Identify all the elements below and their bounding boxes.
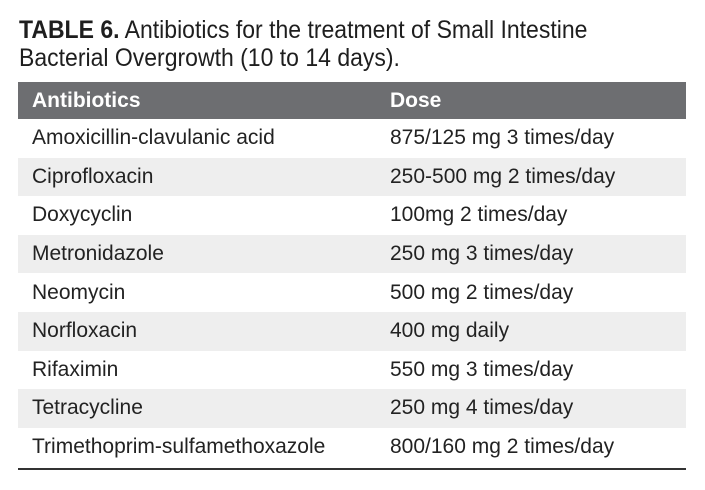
dose-cell: 500 mg 2 times/day: [390, 280, 574, 304]
table-header-row: Antibiotics Dose: [18, 82, 686, 119]
dose-cell: 250-500 mg 2 times/day: [390, 164, 616, 188]
table-row: Doxycyclin 100mg 2 times/day: [18, 196, 686, 235]
table-row: Rifaximin 550 mg 3 times/day: [18, 351, 686, 390]
antibiotic-cell: Trimethoprim-sulfamethoxazole: [32, 435, 326, 459]
antibiotic-cell: Rifaximin: [32, 357, 119, 381]
antibiotic-cell: Tetracycline: [32, 396, 143, 420]
antibiotic-cell: Amoxicillin-clavulanic acid: [32, 126, 275, 150]
dose-cell: 550 mg 3 times/day: [390, 357, 574, 381]
antibiotic-cell: Ciprofloxacin: [32, 164, 154, 188]
dose-cell: 250 mg 4 times/day: [390, 396, 574, 420]
dose-cell: 875/125 mg 3 times/day: [390, 126, 615, 150]
table-number-label: TABLE 6.: [19, 16, 120, 44]
column-header-dose: Dose: [390, 88, 442, 112]
table-row: Tetracycline 250 mg 4 times/day: [18, 389, 686, 428]
table-row: Trimethoprim-sulfamethoxazole 800/160 mg…: [18, 428, 686, 467]
table-row: Metronidazole 250 mg 3 times/day: [18, 234, 686, 274]
table-bottom-rule: [18, 468, 686, 470]
table-row: Amoxicillin-clavulanic acid 875/125 mg 3…: [18, 119, 686, 158]
table-row: Norfloxacin 400 mg daily: [18, 311, 686, 351]
table-row: Ciprofloxacin 250-500 mg 2 times/day: [18, 157, 686, 197]
dose-cell: 100mg 2 times/day: [390, 203, 568, 227]
antibiotic-cell: Neomycin: [32, 280, 126, 304]
antibiotics-table: Antibiotics Dose Amoxicillin-clavulanic …: [18, 82, 686, 466]
column-header-antibiotics: Antibiotics: [32, 88, 141, 112]
table-caption: TABLE 6. Antibiotics for the treatment o…: [19, 16, 635, 72]
table-row: Neomycin 500 mg 2 times/day: [18, 273, 686, 312]
antibiotic-cell: Metronidazole: [32, 242, 164, 266]
dose-cell: 250 mg 3 times/day: [390, 242, 574, 266]
table-title: Antibiotics for the treatment of Small I…: [19, 16, 588, 72]
antibiotic-cell: Doxycyclin: [32, 203, 133, 227]
dose-cell: 800/160 mg 2 times/day: [390, 435, 615, 459]
dose-cell: 400 mg daily: [390, 319, 510, 343]
antibiotic-cell: Norfloxacin: [32, 319, 138, 343]
